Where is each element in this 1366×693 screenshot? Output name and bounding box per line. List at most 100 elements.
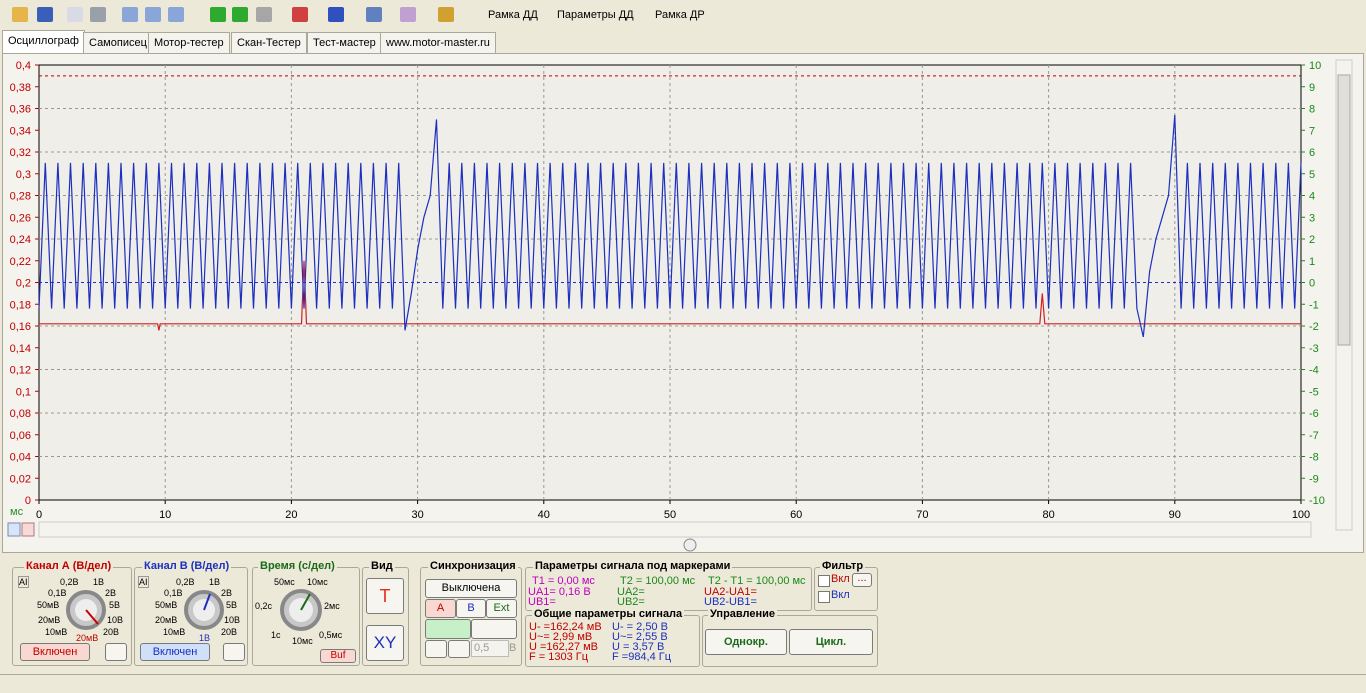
knob-label: 10мВ: [163, 627, 185, 637]
x-tick-label: 40: [538, 509, 550, 521]
x-tick-label: 60: [790, 509, 802, 521]
view-button[interactable]: T: [366, 578, 404, 614]
falling-edge-button[interactable]: [471, 619, 517, 639]
y-tick-label: 0,2: [16, 278, 31, 290]
y-tick-label: 0,1: [16, 386, 31, 398]
v-scroll-thumb[interactable]: [1338, 75, 1350, 345]
y-tick-label: 0,34: [10, 125, 31, 137]
invert-button[interactable]: [223, 643, 245, 661]
y-tick-label: 0,02: [10, 473, 31, 485]
marker-param: UB1=: [528, 596, 556, 608]
cycle-run-button[interactable]: Цикл.: [789, 629, 873, 655]
y2-tick-label: -2: [1309, 321, 1319, 333]
knob-label: 2В: [105, 588, 116, 598]
y2-tick-label: 5: [1309, 169, 1315, 181]
knob-value: 20мВ: [76, 633, 98, 643]
zoom-button[interactable]: [8, 523, 20, 536]
y-tick-label: 0,36: [10, 104, 31, 116]
buffer-button[interactable]: Buf: [320, 649, 356, 663]
channel-button[interactable]: Включен: [20, 643, 90, 661]
knob-label: 0,2В: [176, 577, 195, 587]
knob-label: 10мс: [292, 636, 313, 646]
knob-label: 0,5мс: [319, 630, 342, 640]
x-axis-label: мс: [10, 506, 24, 518]
y-tick-label: 0,08: [10, 408, 31, 420]
sync-source-button[interactable]: A: [425, 599, 456, 618]
x-tick-label: 30: [411, 509, 423, 521]
knob-label: 20мВ: [155, 615, 177, 625]
knob-label: 0,2с: [255, 601, 272, 611]
single-run-button[interactable]: Однокр.: [705, 629, 787, 655]
general-param: F =984,4 Гц: [612, 651, 671, 663]
y2-tick-label: -8: [1309, 452, 1319, 464]
sync-source-button[interactable]: Ext: [486, 599, 517, 618]
sync-level-input[interactable]: 0,5: [471, 640, 509, 657]
sync-source-button[interactable]: B: [456, 599, 486, 618]
y-tick-label: 0,4: [16, 60, 31, 72]
knob-label: 5В: [109, 600, 120, 610]
y2-tick-label: -3: [1309, 343, 1319, 355]
y2-tick-label: -1: [1309, 299, 1319, 311]
y2-tick-label: 7: [1309, 125, 1315, 137]
zoom-button[interactable]: [22, 523, 34, 536]
y2-tick-label: -4: [1309, 365, 1319, 377]
knob-label: 1с: [271, 630, 281, 640]
filter-checkbox[interactable]: [818, 575, 830, 587]
y2-tick-label: 4: [1309, 191, 1315, 203]
x-tick-label: 50: [664, 509, 676, 521]
knob-label: 2мс: [324, 601, 340, 611]
knob-label: 10В: [224, 615, 240, 625]
marker-param: UB2-UB1=: [704, 596, 757, 608]
knob-value: 1В: [199, 633, 210, 643]
knob-label: 20В: [221, 627, 237, 637]
knob-label: 2В: [221, 588, 232, 598]
y2-tick-label: 6: [1309, 147, 1315, 159]
knob-label: 50мс: [274, 577, 295, 587]
x-tick-label: 90: [1169, 509, 1181, 521]
sync-level-unit: В: [509, 642, 516, 654]
knob-label: 10мВ: [45, 627, 67, 637]
sync-auto-button[interactable]: [425, 640, 447, 658]
sync-manual-button[interactable]: [448, 640, 470, 658]
group-title: Управление: [708, 608, 777, 620]
collapse-button[interactable]: [684, 539, 696, 551]
x-tick-label: 100: [1292, 509, 1310, 521]
invert-button[interactable]: [105, 643, 127, 661]
group-title: Канал А (В/дел): [24, 560, 113, 572]
y-tick-label: 0,28: [10, 191, 31, 203]
knob-label: 50мВ: [37, 600, 59, 610]
filter-checkbox[interactable]: [818, 591, 830, 603]
group-title: Канал В (В/дел): [142, 560, 231, 572]
y-tick-label: 0: [25, 495, 31, 507]
knob-label: 0,1В: [164, 588, 183, 598]
marker-param: UB2=: [617, 596, 645, 608]
group-title: Синхронизация: [428, 560, 518, 572]
view-button[interactable]: XY: [366, 625, 404, 661]
group-title: Фильтр: [820, 560, 865, 572]
y-tick-label: 0,16: [10, 321, 31, 333]
y-tick-label: 0,32: [10, 147, 31, 159]
rising-edge-button[interactable]: [425, 619, 471, 639]
knob-label: 10мс: [307, 577, 328, 587]
channel-button[interactable]: Включен: [140, 643, 210, 661]
y-tick-label: 0,38: [10, 82, 31, 94]
y-tick-label: 0,24: [10, 234, 31, 246]
knob-label: 20В: [103, 627, 119, 637]
x-tick-label: 20: [285, 509, 297, 521]
y2-tick-label: -6: [1309, 408, 1319, 420]
knob-label: 0,1В: [48, 588, 67, 598]
y2-tick-label: -7: [1309, 430, 1319, 442]
y-tick-label: 0,04: [10, 452, 31, 464]
y2-tick-label: 1: [1309, 256, 1315, 268]
sync-mode-button[interactable]: Выключена: [425, 579, 517, 598]
group-title: Параметры сигнала под маркерами: [533, 560, 732, 572]
y2-tick-label: -5: [1309, 386, 1319, 398]
filter-settings-button[interactable]: ...: [852, 573, 872, 587]
y-tick-label: 0,3: [16, 169, 31, 181]
y-tick-label: 0,22: [10, 256, 31, 268]
group-title: Общие параметры сигнала: [532, 608, 684, 620]
y2-tick-label: -9: [1309, 473, 1319, 485]
y2-tick-label: 2: [1309, 234, 1315, 246]
h-scrollbar[interactable]: [39, 522, 1311, 537]
